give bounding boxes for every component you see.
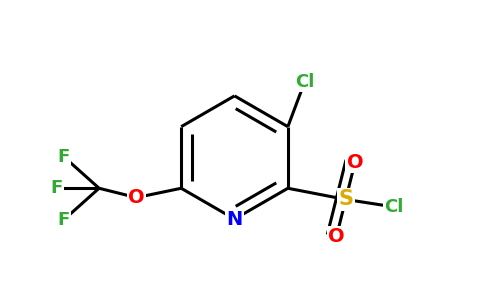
- Text: F: F: [58, 148, 70, 166]
- Text: S: S: [338, 190, 353, 209]
- Text: Cl: Cl: [295, 73, 314, 91]
- Text: O: O: [128, 188, 145, 207]
- Text: N: N: [227, 210, 242, 229]
- Text: F: F: [58, 211, 70, 229]
- Text: O: O: [328, 227, 345, 246]
- Text: F: F: [50, 179, 62, 197]
- Text: O: O: [347, 153, 363, 172]
- Text: Cl: Cl: [385, 198, 404, 216]
